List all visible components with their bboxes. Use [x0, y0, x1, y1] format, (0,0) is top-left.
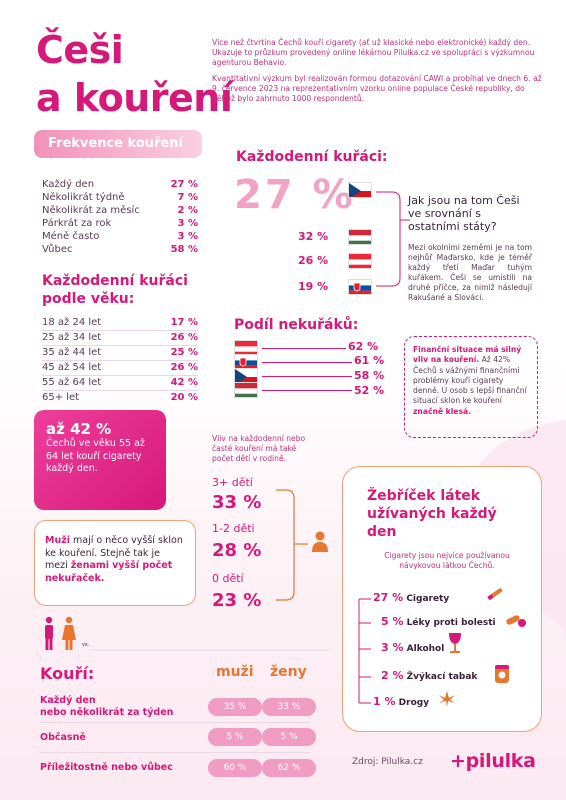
list-item: Několikrát týdně 7 % [42, 192, 198, 203]
daily-heading: Každodenní kuřáci: [236, 149, 388, 165]
slovakia-flag [234, 354, 258, 370]
row-divider [40, 722, 310, 723]
substance-item: 5 % Léky proti bolesti [381, 615, 496, 628]
nonsmokers-bar [262, 348, 346, 349]
highlight-42-box: až 42 % Čechů ve věku 55 až 64 let kouří… [34, 410, 166, 510]
kids-bracket [276, 489, 328, 601]
nonsmokers-bar [262, 376, 352, 377]
women-value-pill: 62 % [262, 759, 316, 777]
kids-label: 1-2 děti [212, 522, 255, 535]
women-value-pill: 33 % [262, 698, 316, 716]
woman-icon [62, 616, 76, 650]
kids-value: 23 % [212, 590, 262, 611]
source-label: Zdroj: Pilulka.cz [352, 757, 423, 767]
comparison-note: Jak jsou na tom Češi ve srovnání s ostat… [408, 194, 532, 302]
nonsmokers-bar [262, 362, 352, 363]
list-item: Vůbec 58 % [42, 244, 198, 255]
substance-item: 3 % Alkohol [381, 641, 445, 654]
smoking-table-heading: Kouří: [40, 664, 95, 683]
kids-label: 3+ dětí [212, 476, 253, 489]
row-divider [40, 752, 310, 753]
person-icon [312, 531, 328, 552]
vs-label: vs. [82, 642, 90, 648]
age-list: 18 až 24 let 17 % 25 až 34 let 26 % 35 až … [42, 316, 198, 405]
cannabis-leaf-icon [439, 691, 455, 707]
frequency-list: Každý den 27 % Několikrát týdně 7 % Několi… [42, 178, 198, 256]
women-value-pill: 5 % [262, 728, 316, 746]
list-item: Několikrát za měsíc 2 % [42, 205, 198, 216]
nonsmokers-heading: Podíl nekuřáků: [234, 317, 359, 333]
hungary-flag [348, 229, 372, 245]
kids-label: 0 dětí [212, 572, 244, 585]
comparison-bracket [376, 191, 410, 287]
slovakia-value: 19 % [298, 280, 329, 293]
wine-glass-icon [449, 633, 461, 653]
list-item: Každý den 27 % [42, 179, 198, 190]
column-women: ženy [270, 664, 307, 680]
gender-icons [45, 616, 330, 651]
list-item: 25 až 34 let 26 % [42, 331, 198, 346]
list-item: 65+ let 20 % [42, 392, 198, 403]
nonsmokers-value: 62 % [348, 340, 379, 353]
table-row-label: Občasně [40, 732, 86, 743]
man-icon [45, 616, 53, 650]
men-value-pill: 35 % [208, 698, 262, 716]
slovakia-flag [348, 279, 372, 295]
tobacco-tin-icon [495, 665, 509, 683]
finance-note-box: Finanční situace má silný vliv na kouřen… [404, 336, 538, 438]
substance-ladder-box: Žebříček látek užívaných každý den Cigar… [342, 466, 542, 732]
men-value-pill: 60 % [208, 759, 262, 777]
list-item: 35 až 44 let 25 % [42, 346, 198, 361]
table-row-label: Každý den nebo několikrát za týden [40, 695, 174, 718]
nonsmokers-value: 61 % [354, 354, 385, 367]
ladder-lines [358, 598, 371, 704]
list-item: 55 až 64 let 42 % [42, 376, 198, 391]
austria-value: 26 % [298, 254, 329, 267]
substance-item: 1 % Drogy [373, 695, 430, 708]
hungary-flag [234, 382, 258, 398]
nonsmokers-value: 52 % [354, 384, 385, 397]
pilulka-logo: +pilulka [450, 750, 536, 772]
list-item: Párkrát za rok 3 % [42, 218, 198, 229]
czech-flag [348, 182, 372, 198]
men-women-box: Muži mají o něco vyšší sklon ke kouření.… [34, 520, 196, 606]
page-title: Češi a kouření [36, 28, 233, 120]
nonsmokers-value: 58 % [354, 369, 385, 382]
substance-item: 2 % Žvýkací tabak [381, 669, 478, 682]
column-men: muži [216, 664, 254, 680]
kids-value: 33 % [212, 492, 262, 513]
pills-icon [506, 615, 526, 627]
kids-value: 28 % [212, 540, 262, 561]
list-item: 18 až 24 let 17 % [42, 316, 198, 331]
men-value-pill: 5 % [208, 728, 262, 746]
hungary-value: 32 % [298, 230, 329, 243]
cigarette-icon [487, 588, 503, 601]
nonsmokers-bar [262, 390, 352, 391]
austria-flag [348, 253, 372, 269]
intro-text: Více než čtvrtina Čechů kouří cigarety (… [212, 38, 542, 103]
table-row-label: Příležitostně nebo vůbec [40, 762, 173, 773]
list-item: 45 až 54 let 26 % [42, 361, 198, 376]
frequency-banner: Frekvence kouření [34, 130, 202, 158]
age-heading: Každodenní kuřáci podle věku: [42, 273, 188, 307]
substance-item: 27 % Cigarety [373, 591, 450, 604]
kids-note: Vliv na každodenní nebo časté kouření má… [212, 434, 306, 463]
czech-daily-value: 27 % [234, 172, 356, 218]
list-item: Méně často 3 % [42, 231, 198, 242]
